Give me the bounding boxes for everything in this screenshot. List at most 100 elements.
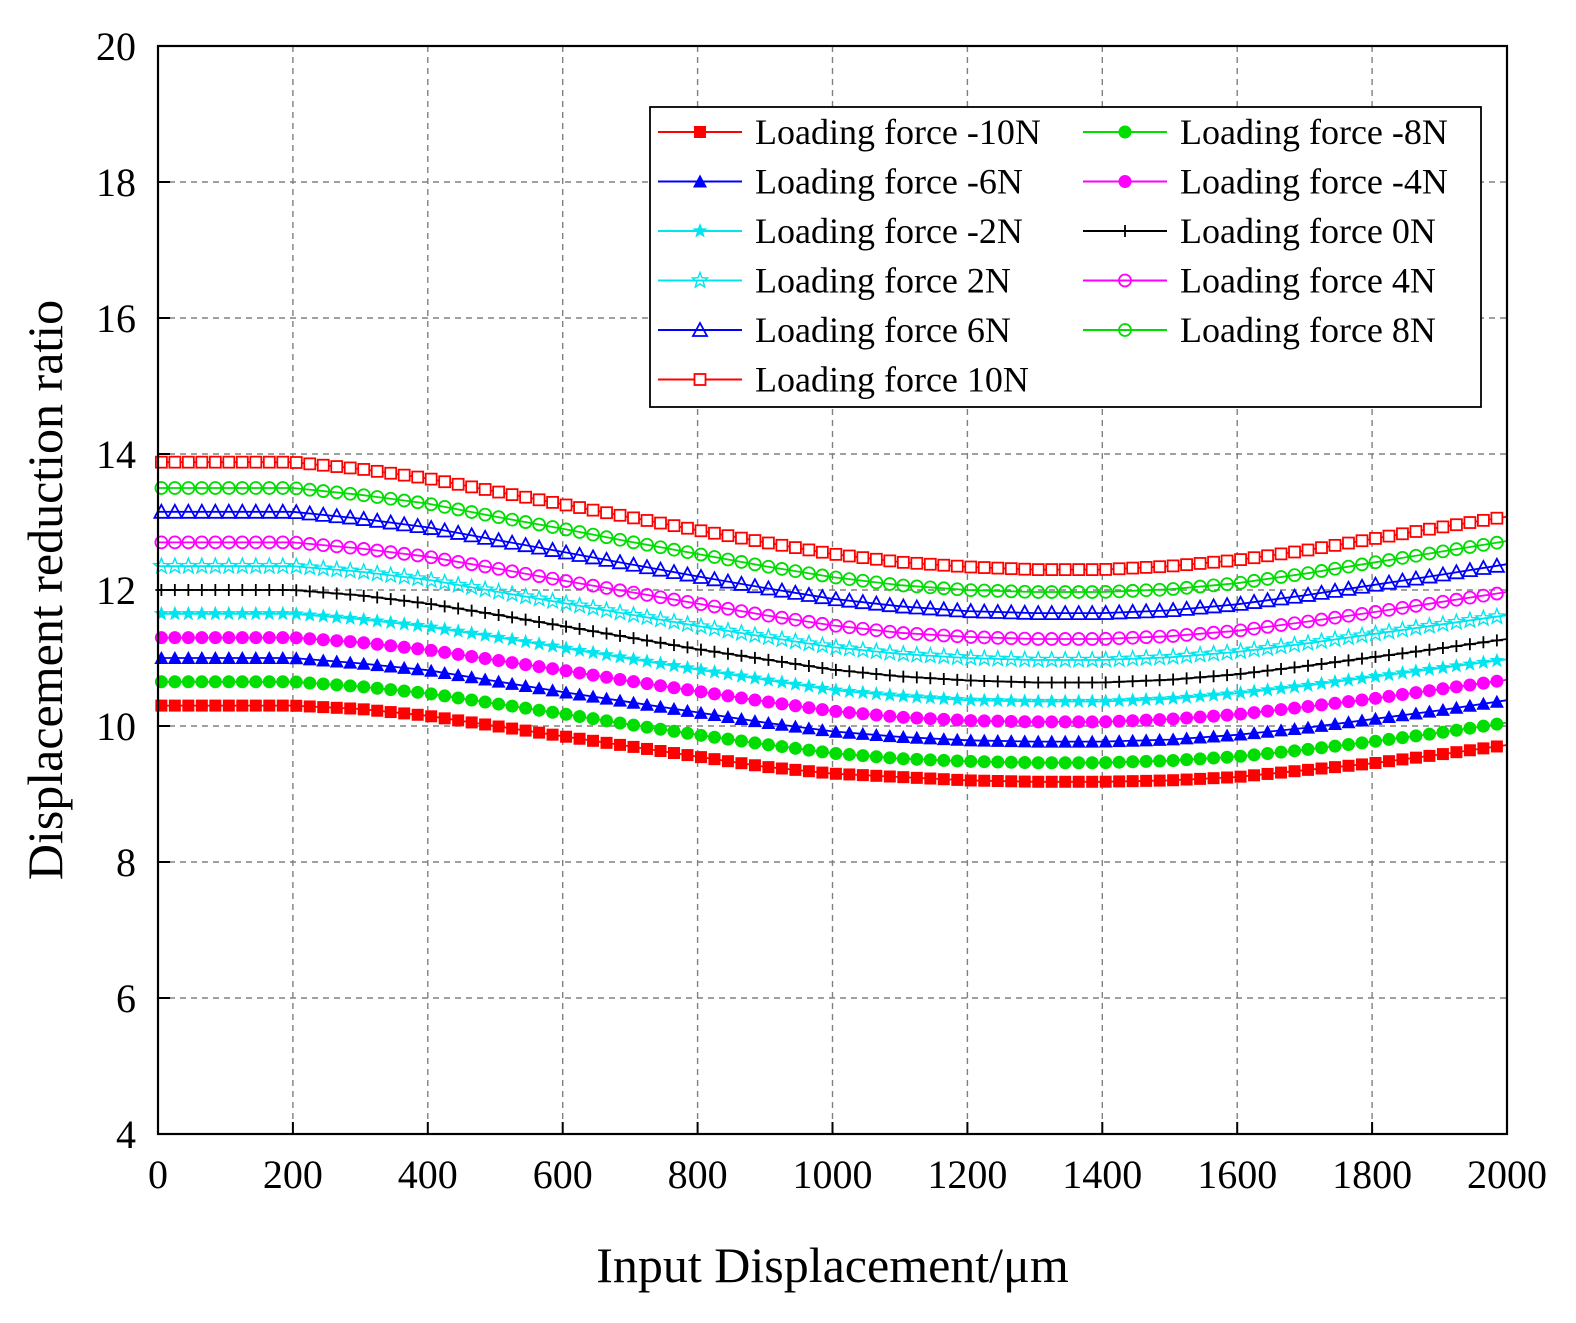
series-point [1043, 604, 1061, 621]
series-point [842, 620, 857, 635]
series-point [342, 610, 358, 625]
series-point [1328, 610, 1342, 625]
series-point [1072, 676, 1085, 689]
series-point [1245, 593, 1263, 609]
series-point [949, 691, 965, 706]
series-point [1017, 734, 1032, 748]
series-point [786, 583, 804, 600]
series-point [1275, 663, 1288, 676]
legend-item: Loading force -6N [658, 162, 1023, 202]
series-point [532, 493, 546, 507]
series-point [842, 572, 857, 587]
series-point [1302, 659, 1315, 672]
series-point [880, 642, 900, 662]
series-point [625, 555, 643, 572]
series-point [1179, 627, 1194, 642]
series-point [1409, 548, 1423, 563]
series-point [1261, 747, 1275, 761]
series-point [435, 572, 455, 591]
legend-label: Loading force 6N [755, 310, 1011, 350]
series-point [1099, 775, 1112, 788]
series-point [626, 695, 641, 709]
series-point [747, 714, 762, 728]
series-point [1487, 606, 1507, 625]
series-point [411, 596, 424, 609]
series-point [383, 545, 398, 560]
legend-item: Loading force -2N [658, 211, 1023, 251]
series-point [1152, 691, 1168, 706]
series-point [829, 704, 843, 718]
series-point [193, 502, 211, 519]
series-point [680, 594, 695, 609]
series-point [452, 714, 465, 727]
series-point [1099, 676, 1112, 689]
series-point [424, 497, 439, 512]
series-point [1059, 775, 1072, 788]
series-point [881, 596, 899, 613]
series-point [1086, 676, 1099, 689]
series-point [775, 538, 789, 552]
series-point [707, 687, 721, 701]
series-point [1406, 618, 1426, 637]
series-point [1058, 632, 1073, 646]
series-point [1247, 706, 1261, 720]
series-point [274, 502, 292, 519]
series-point [356, 656, 371, 670]
series-point [1448, 658, 1464, 673]
series-point [1125, 733, 1140, 747]
legend-marker [1119, 225, 1131, 237]
series-point [1097, 604, 1115, 620]
series-point [1369, 650, 1382, 663]
series-point [329, 539, 344, 554]
series-point [666, 657, 682, 673]
x-axis-title: Input Displacement/μm [596, 1237, 1069, 1293]
series-point [315, 608, 331, 623]
series-point [330, 460, 344, 473]
series-point [1382, 602, 1396, 617]
legend-item: Loading force 8N [1083, 310, 1436, 350]
series-point [694, 547, 708, 562]
series-point [464, 625, 480, 640]
series-point [1191, 598, 1209, 615]
series-point [883, 751, 897, 765]
series-point [731, 623, 751, 642]
series-point [1070, 604, 1088, 621]
series-point [302, 537, 317, 551]
series-point [760, 672, 776, 687]
series-point [1217, 642, 1237, 661]
series-point [1489, 586, 1504, 601]
series-point [788, 741, 802, 755]
series-point [1315, 741, 1329, 755]
series-point [641, 742, 654, 755]
series-point [340, 560, 360, 579]
series-point [276, 455, 290, 469]
series-point [1247, 726, 1262, 740]
series-point [370, 681, 384, 695]
series-point [1018, 562, 1032, 576]
series-point [1140, 774, 1153, 787]
series-point [1477, 636, 1490, 649]
series-point [828, 618, 843, 633]
series-point [1450, 640, 1463, 653]
series-point [883, 770, 896, 783]
series-point [1395, 688, 1409, 702]
series-point [788, 564, 803, 578]
series-point [1355, 534, 1369, 548]
series-point [436, 521, 454, 538]
series-point [666, 701, 681, 715]
series-point [1314, 718, 1329, 732]
series-point [1355, 652, 1368, 665]
series-point [693, 662, 709, 677]
series-point [775, 655, 788, 668]
series-point [1017, 584, 1032, 599]
series-point [195, 699, 208, 712]
series-point [1152, 629, 1167, 644]
series-point [395, 515, 413, 532]
series-point [801, 678, 817, 693]
series-point [1355, 693, 1369, 707]
series-point [977, 755, 991, 769]
series-point [573, 666, 587, 680]
series-point [1085, 715, 1099, 729]
series-point [923, 557, 937, 571]
series-point [923, 580, 938, 595]
